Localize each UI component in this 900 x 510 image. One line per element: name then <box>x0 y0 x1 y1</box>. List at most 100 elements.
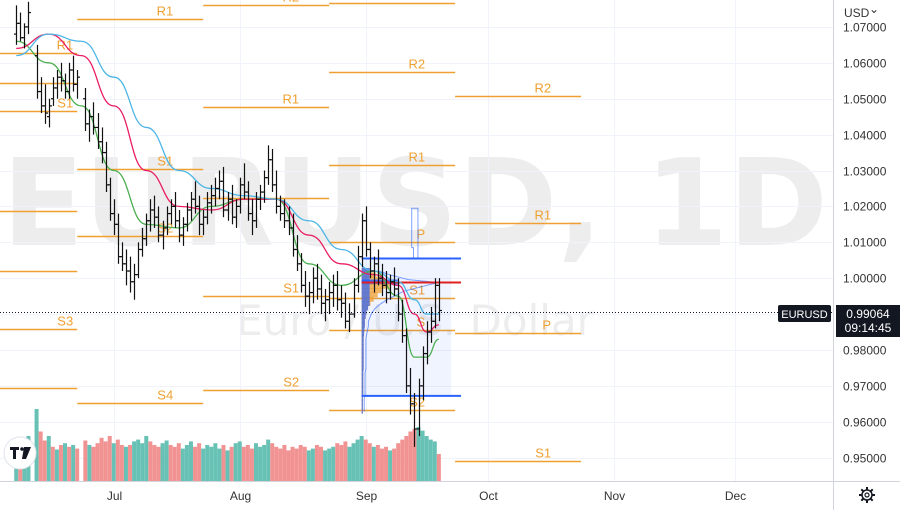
profile-row <box>361 276 384 282</box>
y-tick-label: 0.96000 <box>843 416 887 430</box>
x-tick-label: Sep <box>356 489 378 503</box>
ohlc-bar <box>282 199 287 228</box>
y-tick-label: 1.02000 <box>843 200 887 214</box>
x-tick-label: Jul <box>107 489 122 503</box>
volume-bar <box>213 443 218 481</box>
chevron-down-icon: ⌄ <box>869 2 879 16</box>
y-tick-label: 0.98000 <box>843 344 887 358</box>
volume-bar <box>205 445 210 481</box>
watermark-symbol: EURUSD, 1D <box>2 135 828 274</box>
profile-row-core <box>361 313 366 319</box>
x-tick-label: Oct <box>479 489 498 503</box>
volume-bar <box>310 448 315 481</box>
volume-bars <box>14 409 441 481</box>
volume-bar <box>136 439 141 481</box>
ohlc-bar <box>91 102 96 135</box>
profile-row-core <box>361 387 364 393</box>
pivot-level-label: R2 <box>409 57 426 72</box>
volume-bar <box>209 446 214 481</box>
volume-bar <box>58 445 63 481</box>
volume-bar <box>50 446 55 481</box>
volume-bar <box>314 445 319 481</box>
ohlc-bar <box>437 278 442 322</box>
profile-row-core <box>361 382 364 388</box>
volume-bar <box>107 436 112 481</box>
price-axis[interactable]: 1.07000 1.06000 1.05000 1.04000 1.03000 1.020… <box>843 21 887 466</box>
profile-row-core <box>361 335 364 341</box>
volume-bar <box>140 443 145 481</box>
pivot-level-label: R3 <box>409 0 426 3</box>
profile-row-core <box>361 369 364 375</box>
ohlc-bar <box>43 84 48 124</box>
profile-row-core <box>361 357 364 363</box>
ohlc-bar <box>14 5 19 45</box>
profile-row-core <box>361 276 370 282</box>
ohlc-bar <box>71 55 76 92</box>
volume-bar <box>132 441 137 481</box>
volume-bar <box>420 430 425 481</box>
volume-bar <box>188 441 193 481</box>
volume-bar <box>375 445 380 481</box>
pivot-level-label: S1 <box>283 281 299 296</box>
profile-row <box>361 292 378 298</box>
profile-row-core <box>361 361 364 367</box>
volume-bar <box>302 446 307 481</box>
profile-row-core <box>361 283 370 289</box>
volume-bar <box>67 446 72 481</box>
y-tick-label: 1.01000 <box>843 236 887 250</box>
ohlc-bar <box>39 77 44 114</box>
volume-bar <box>359 436 364 481</box>
volume-bar <box>164 440 169 481</box>
volume-bar <box>331 446 336 481</box>
volume-bar <box>262 445 267 481</box>
profile-row-core <box>361 309 367 315</box>
volume-bar <box>128 445 133 481</box>
volume-bar <box>144 436 149 481</box>
moving-average-line <box>16 33 439 333</box>
profile-row <box>361 288 382 294</box>
volume-bar <box>201 448 206 481</box>
currency-label: USD <box>844 6 870 20</box>
pivot-level-label: R1 <box>283 92 300 107</box>
pivot-level-label: S2 <box>283 375 299 390</box>
volume-bar <box>323 450 328 481</box>
volume-bar <box>436 454 441 481</box>
volume-bar <box>412 428 417 481</box>
volume-bar <box>95 443 100 481</box>
volume-bar <box>319 446 324 481</box>
y-tick-label: 1.00000 <box>843 272 887 286</box>
price-bars <box>14 1 442 447</box>
profile-row-core <box>361 272 370 278</box>
profile-row-core <box>361 352 364 358</box>
profile-row-core <box>361 374 364 380</box>
volume-bar <box>355 439 360 481</box>
ohlc-bar <box>67 62 72 99</box>
volume-bar <box>156 446 161 481</box>
ohlc-bar <box>156 206 161 243</box>
volume-bar <box>172 446 177 481</box>
last-price-value: 0.99064 <box>846 307 890 321</box>
volume-bar <box>176 443 181 481</box>
tradingview-logo[interactable] <box>3 436 37 470</box>
currency-selector[interactable]: USD ⌄ <box>844 2 879 20</box>
volume-bar <box>180 448 185 481</box>
volume-bar <box>294 448 299 481</box>
volume-bar <box>253 443 258 481</box>
pivot-level-label: R2 <box>283 0 300 5</box>
volume-bar <box>75 448 80 481</box>
pivot-level-label: P <box>416 227 425 242</box>
volume-bar <box>233 443 238 481</box>
profile-row-core <box>361 322 365 328</box>
volume-bar <box>148 441 153 481</box>
time-axis[interactable]: Jul Aug Sep Oct Nov Dec <box>107 489 746 503</box>
volume-bar <box>241 446 246 481</box>
ohlc-bar <box>347 303 352 333</box>
settings-gear-icon[interactable] <box>859 487 875 503</box>
volume-bar <box>99 437 104 481</box>
watermark-description: Euro / U.S. Dollar <box>236 296 595 345</box>
volume-bar <box>119 445 124 481</box>
profile-row-core <box>361 292 370 298</box>
y-tick-label: 1.06000 <box>843 57 887 71</box>
y-tick-label: 0.97000 <box>843 380 887 394</box>
